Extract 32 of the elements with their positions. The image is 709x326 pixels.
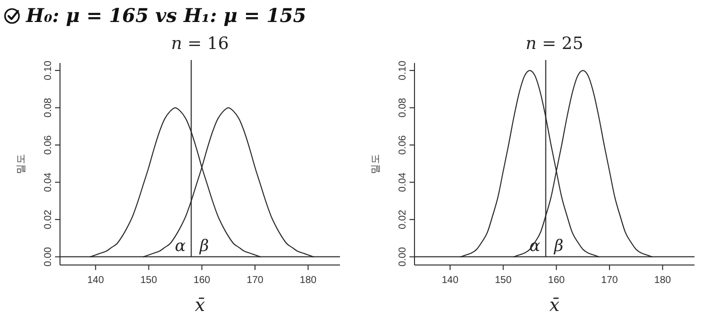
x-tick-label: 150 [494,275,512,286]
y-tick-label: 0.06 [398,134,408,155]
x-tick-label: 160 [548,275,566,286]
y-axis-title: 밀도 [370,154,382,174]
chart-title: n = 25 [526,34,584,54]
chart-title: n = 16 [171,34,229,54]
y-tick-label: 0.06 [43,134,54,155]
y-tick-label: 0.00 [398,246,408,267]
y-tick-label: 0.02 [43,209,54,230]
annotation: β [198,236,209,255]
y-tick-label: 0.08 [398,98,408,118]
y-tick-label: 0.04 [43,172,54,192]
x-tick-label: 170 [601,275,618,286]
x-axis-title: x̄ [549,295,560,316]
x-tick-label: 180 [654,275,672,286]
x-tick-label: 170 [246,275,264,286]
x-tick-label: 160 [194,275,211,286]
y-tick-label: 0.02 [398,209,408,230]
annotation: β [553,236,564,255]
x-tick-label: 150 [140,275,158,286]
y-tick-label: 0.04 [398,172,408,192]
text: H₀: μ = 165 vs H₁: μ = 155 [25,5,306,27]
y-tick-label: 0.10 [43,60,54,80]
annotation: α [174,236,186,255]
x-tick-label: 180 [300,275,317,286]
x-tick-label: 140 [87,275,104,286]
y-axis-title: 밀도 [16,154,27,174]
x-tick-label: 140 [442,275,459,286]
x-axis-title: x̄ [194,295,206,316]
y-tick-label: 0.00 [43,246,54,267]
y-tick-label: 0.08 [43,98,54,118]
y-tick-label: 0.10 [398,60,408,80]
